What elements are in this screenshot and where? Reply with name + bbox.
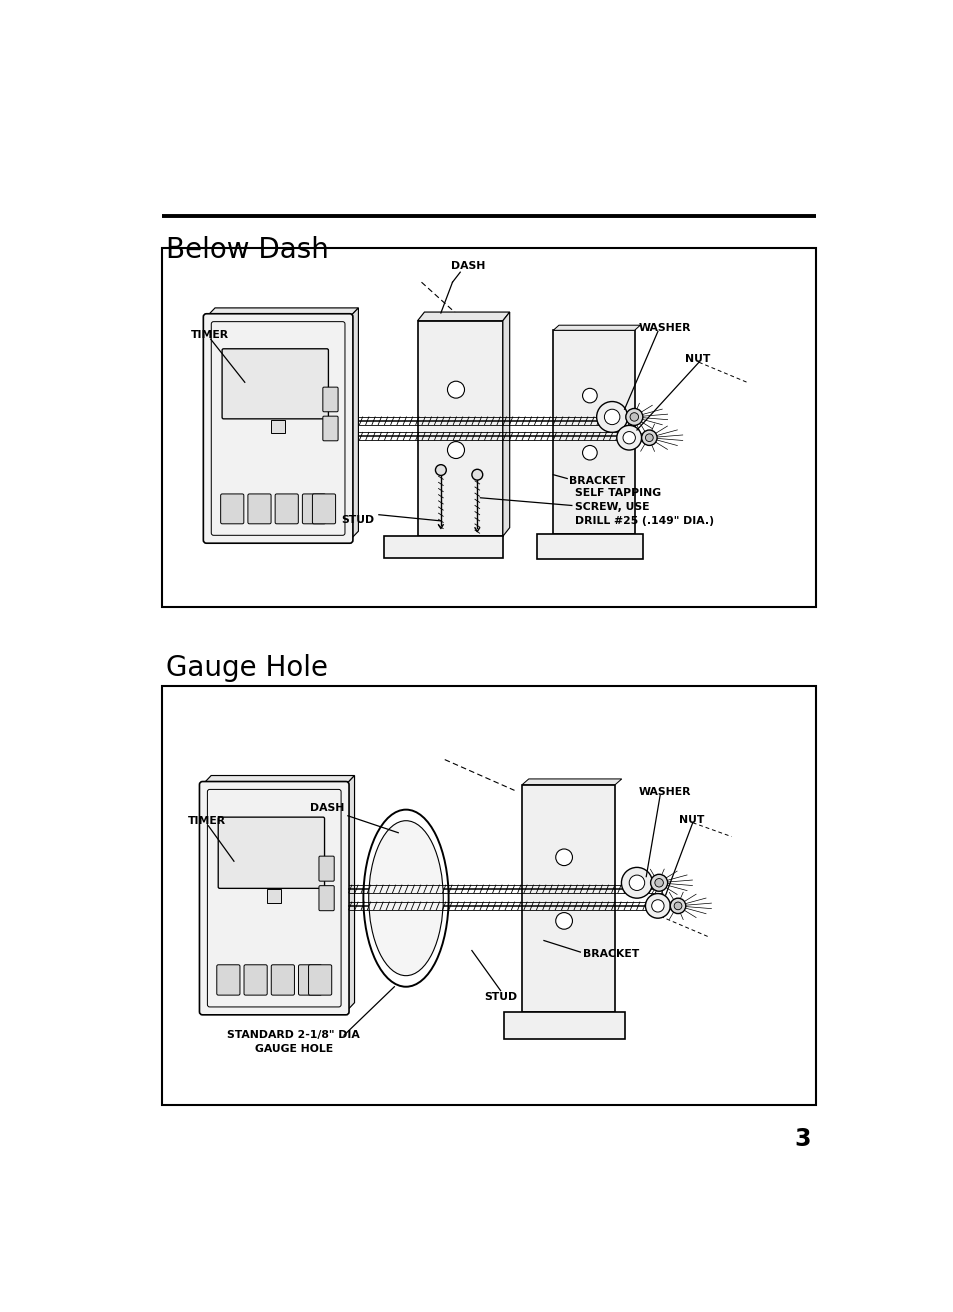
Bar bbox=[553, 331, 634, 534]
Polygon shape bbox=[417, 312, 509, 320]
Text: STUD: STUD bbox=[341, 514, 375, 525]
FancyBboxPatch shape bbox=[322, 387, 337, 412]
FancyBboxPatch shape bbox=[322, 416, 337, 441]
Bar bbox=[383, 537, 502, 558]
FancyBboxPatch shape bbox=[220, 493, 244, 523]
Circle shape bbox=[582, 388, 597, 403]
Circle shape bbox=[650, 874, 667, 891]
Text: DRILL #25 (.149" DIA.): DRILL #25 (.149" DIA.) bbox=[575, 516, 713, 526]
Text: DASH: DASH bbox=[451, 261, 485, 270]
Text: BRACKET: BRACKET bbox=[568, 476, 624, 485]
FancyBboxPatch shape bbox=[248, 493, 271, 523]
Polygon shape bbox=[553, 325, 639, 331]
Ellipse shape bbox=[368, 821, 443, 976]
Text: NUT: NUT bbox=[684, 354, 710, 365]
Polygon shape bbox=[350, 308, 358, 541]
FancyBboxPatch shape bbox=[302, 493, 325, 523]
Text: SCREW, USE: SCREW, USE bbox=[575, 502, 649, 512]
FancyBboxPatch shape bbox=[298, 964, 321, 994]
FancyBboxPatch shape bbox=[199, 782, 349, 1015]
Text: TIMER: TIMER bbox=[187, 816, 225, 827]
Bar bbox=[521, 785, 615, 1012]
Circle shape bbox=[645, 893, 670, 918]
Circle shape bbox=[472, 470, 482, 480]
FancyBboxPatch shape bbox=[318, 857, 334, 882]
Bar bbox=[162, 248, 815, 607]
Polygon shape bbox=[346, 775, 355, 1012]
Circle shape bbox=[641, 430, 657, 445]
FancyBboxPatch shape bbox=[308, 964, 332, 994]
Polygon shape bbox=[202, 775, 355, 785]
Circle shape bbox=[604, 409, 619, 425]
Bar bbox=[271, 420, 285, 433]
FancyBboxPatch shape bbox=[318, 886, 334, 911]
Circle shape bbox=[556, 849, 572, 866]
Bar bbox=[267, 890, 281, 903]
Text: SELF TAPPING: SELF TAPPING bbox=[575, 488, 660, 499]
Circle shape bbox=[629, 875, 644, 891]
Text: DASH: DASH bbox=[310, 803, 344, 813]
FancyBboxPatch shape bbox=[222, 349, 328, 419]
Circle shape bbox=[645, 434, 653, 442]
Text: STUD: STUD bbox=[483, 992, 517, 1002]
FancyBboxPatch shape bbox=[274, 493, 298, 523]
Text: STANDARD 2-1/8" DIA: STANDARD 2-1/8" DIA bbox=[227, 1030, 359, 1040]
Polygon shape bbox=[206, 308, 358, 316]
Circle shape bbox=[620, 867, 652, 899]
Text: Gauge Hole: Gauge Hole bbox=[166, 655, 328, 682]
Text: NUT: NUT bbox=[679, 815, 703, 825]
Text: WASHER: WASHER bbox=[638, 787, 690, 796]
FancyBboxPatch shape bbox=[244, 964, 267, 994]
Circle shape bbox=[654, 879, 662, 887]
Bar bbox=[503, 1012, 624, 1039]
Bar bbox=[417, 320, 502, 537]
FancyBboxPatch shape bbox=[207, 790, 341, 1006]
Text: GAUGE HOLE: GAUGE HOLE bbox=[254, 1044, 333, 1054]
Circle shape bbox=[651, 900, 663, 912]
Circle shape bbox=[629, 413, 638, 421]
FancyBboxPatch shape bbox=[216, 964, 240, 994]
FancyBboxPatch shape bbox=[218, 817, 324, 888]
FancyBboxPatch shape bbox=[211, 321, 345, 535]
Text: Below Dash: Below Dash bbox=[166, 236, 329, 264]
Circle shape bbox=[625, 408, 642, 425]
Bar bbox=[537, 534, 642, 559]
FancyBboxPatch shape bbox=[203, 314, 353, 543]
Text: WASHER: WASHER bbox=[638, 323, 690, 333]
Polygon shape bbox=[521, 779, 621, 785]
Circle shape bbox=[674, 903, 681, 909]
Circle shape bbox=[670, 899, 685, 913]
Circle shape bbox=[622, 432, 635, 443]
FancyBboxPatch shape bbox=[271, 964, 294, 994]
Circle shape bbox=[447, 442, 464, 458]
Ellipse shape bbox=[363, 810, 448, 987]
Circle shape bbox=[617, 425, 641, 450]
Text: 3: 3 bbox=[793, 1127, 810, 1152]
Circle shape bbox=[556, 913, 572, 929]
Polygon shape bbox=[502, 312, 509, 537]
Text: BRACKET: BRACKET bbox=[582, 949, 639, 959]
Text: TIMER: TIMER bbox=[191, 329, 229, 340]
Circle shape bbox=[435, 464, 446, 475]
Bar bbox=[162, 686, 815, 1105]
Circle shape bbox=[596, 401, 627, 433]
Circle shape bbox=[447, 382, 464, 398]
Circle shape bbox=[582, 446, 597, 461]
FancyBboxPatch shape bbox=[312, 493, 335, 523]
